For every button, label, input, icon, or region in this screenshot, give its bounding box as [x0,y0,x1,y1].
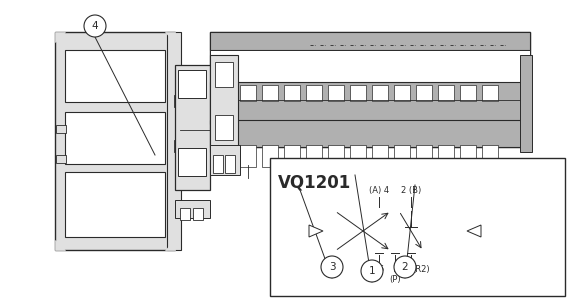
Bar [262,145,278,167]
Bar [394,85,410,101]
Bar [193,208,203,220]
Bar [395,207,427,255]
Circle shape [321,256,343,278]
Bar [482,85,498,101]
Polygon shape [165,32,175,42]
Bar [175,65,210,190]
Bar [210,50,530,85]
Bar [270,158,565,296]
Bar [225,155,235,173]
Bar [306,85,322,101]
Text: 1: 1 [368,266,375,276]
Text: (R1): (R1) [360,265,378,274]
Bar [174,95,182,107]
Bar [438,85,454,101]
Polygon shape [55,32,65,42]
Circle shape [394,256,416,278]
Bar [482,145,498,167]
Bar [328,85,344,101]
Circle shape [84,15,106,37]
Bar [210,55,238,152]
Text: (P): (P) [389,275,401,284]
Bar [520,55,532,152]
Text: 2 (B): 2 (B) [401,186,421,195]
Polygon shape [55,240,65,250]
Bar [438,145,454,167]
Bar [55,32,175,250]
Polygon shape [309,225,323,237]
Bar [210,120,530,147]
Bar [460,85,476,101]
Bar [372,85,388,101]
Bar [416,85,432,101]
Text: 1: 1 [392,265,398,274]
Bar [215,62,233,87]
Polygon shape [165,240,175,250]
Bar [262,85,278,101]
Bar [284,145,300,167]
Bar [178,148,206,176]
Polygon shape [467,225,481,237]
Bar [240,85,256,101]
Bar [210,32,530,50]
Bar [174,140,182,152]
Bar [331,207,363,255]
Text: 2: 2 [402,262,408,272]
Bar [284,85,300,101]
Text: 5: 5 [378,265,384,274]
Bar [416,145,432,167]
Bar [240,145,256,167]
Bar [215,115,233,140]
Bar [178,70,206,98]
Text: 4: 4 [92,21,99,31]
Text: 3: 3 [329,262,335,272]
Bar [56,155,66,163]
Bar [65,50,165,102]
Text: 3: 3 [406,265,412,274]
Bar [372,145,388,167]
Bar [56,125,66,133]
Bar [65,172,165,237]
Bar [328,145,344,167]
Text: (R2): (R2) [412,265,430,274]
Bar [213,155,223,173]
Bar [394,145,410,167]
Bar [65,112,165,164]
Bar [167,32,181,250]
Text: (A) 4: (A) 4 [369,186,389,195]
Bar [175,200,210,218]
Bar [460,145,476,167]
Bar [180,208,190,220]
Bar [210,32,530,147]
Bar [350,85,366,101]
Bar [350,145,366,167]
Bar [210,145,240,175]
Text: VQ1201: VQ1201 [278,173,351,191]
Circle shape [361,260,383,282]
Bar [306,145,322,167]
Bar [210,82,530,124]
